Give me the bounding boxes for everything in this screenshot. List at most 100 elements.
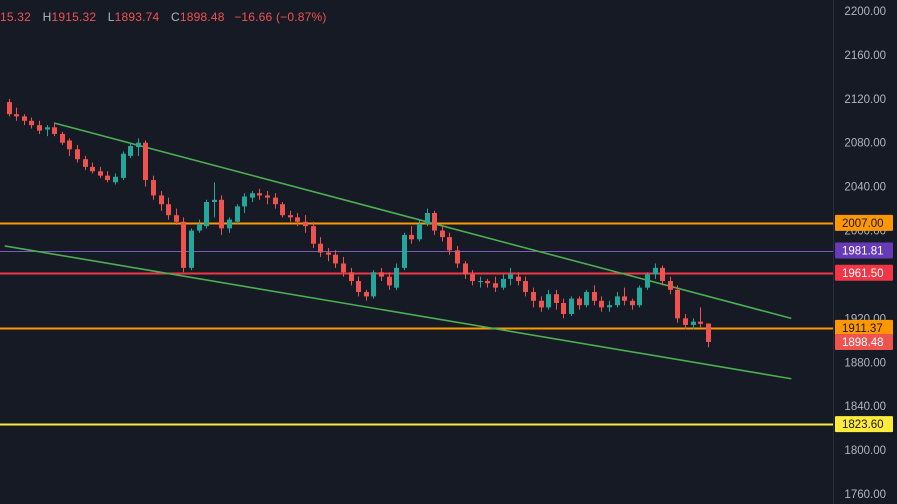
candle-body (501, 278, 506, 288)
candle-body (250, 193, 255, 198)
level-price-label: 1981.81 (842, 246, 884, 258)
last-price-label-bg (835, 333, 893, 350)
open-value: 15.32 (0, 10, 32, 24)
candle-body (143, 142, 148, 181)
low-label: L (107, 10, 115, 24)
candle-body (67, 140, 72, 150)
horizontal-levels (0, 222, 833, 426)
level-price-label: 1911.37 (842, 323, 883, 335)
candle-body (257, 193, 262, 196)
candle-body (622, 296, 627, 301)
candle-body (675, 289, 680, 319)
candle-body (341, 263, 346, 273)
candle-body (569, 298, 574, 314)
candle-body (478, 281, 483, 283)
level-price-label-bg (835, 416, 893, 433)
last-price-label: 1898.48 (842, 337, 884, 349)
candle-body (90, 166, 95, 172)
axis-tick-label: 2200.00 (844, 6, 886, 18)
candle-body (364, 292, 369, 297)
candle-body (7, 102, 12, 115)
candle-body (660, 267, 665, 282)
trendline (4, 245, 792, 380)
level-price-label: 2007.00 (842, 218, 884, 230)
candle-body (516, 276, 521, 282)
candle-body (653, 267, 658, 275)
candle-body (121, 153, 126, 178)
candle-body (273, 197, 278, 205)
close-label: C (170, 10, 180, 24)
candle-body (14, 114, 19, 117)
candle-body (136, 142, 141, 148)
candle-body (83, 159, 88, 167)
axis-tick-label: 2160.00 (844, 50, 886, 62)
candle-body (265, 195, 270, 198)
candle-body (508, 274, 513, 279)
close-value: 1898.48 (179, 10, 225, 24)
candle-body (539, 300, 544, 308)
axis-tick-label: 1760.00 (844, 489, 886, 501)
candle-body (288, 215, 293, 218)
candle-body (128, 146, 133, 156)
candle-body (668, 281, 673, 290)
price-axis[interactable]: 2200.002160.002120.002080.002040.002000.… (833, 0, 894, 504)
candle-body (523, 281, 528, 293)
candle-body (683, 318, 688, 325)
candle-body (409, 234, 414, 240)
level-price-label-bg (835, 214, 893, 231)
candle-body (75, 149, 80, 160)
ohlc-legend: 15.32 H1915.32 L1893.74 C1898.48 −16.66 … (0, 10, 327, 24)
candle-body (159, 195, 164, 205)
candle-body (60, 133, 65, 143)
candle-body (387, 276, 392, 286)
candle-body (577, 298, 582, 306)
candle-body (607, 305, 612, 308)
candles (7, 98, 711, 348)
axis-tick-label: 2040.00 (844, 182, 886, 194)
candle-body (151, 180, 156, 196)
candle-body (311, 226, 316, 244)
change-value: −16.66 (−0.87%) (234, 10, 327, 24)
candle-body (561, 302, 566, 314)
candle-body (379, 272, 384, 277)
candle-body (485, 281, 490, 284)
axis-tick-label: 2080.00 (844, 138, 886, 150)
candle-body (493, 283, 498, 288)
low-value: 1893.74 (114, 10, 160, 24)
candle-body (691, 321, 696, 325)
candle-body (455, 250, 460, 264)
candle-body (584, 292, 589, 306)
candle-body (333, 254, 338, 264)
axis-tick-label: 1800.00 (844, 445, 886, 457)
candle-body (599, 300, 604, 308)
candle-body (113, 176, 118, 183)
candle-body (174, 215, 179, 222)
candle-body (98, 171, 103, 176)
candle-body (197, 223, 202, 231)
candle-body (326, 252, 331, 255)
candle-body (432, 212, 437, 231)
trendline (53, 122, 792, 320)
candle-body (189, 230, 194, 268)
candle-body (402, 234, 407, 268)
candle-body (295, 217, 300, 222)
candle-body (554, 294, 559, 303)
candle-body (318, 243, 323, 253)
candle-body (447, 237, 452, 251)
candle-body (181, 221, 186, 268)
candle-body (280, 204, 285, 216)
candle-body (615, 296, 620, 306)
candle-body (204, 202, 209, 227)
candle-body (219, 199, 224, 229)
candle-body (417, 223, 422, 240)
level-price-label-bg (835, 264, 893, 281)
candle-body (463, 263, 468, 275)
candle-body (698, 321, 703, 324)
candle-body (546, 294, 551, 308)
candle-body (29, 120, 34, 126)
axis-tick-label: 2120.00 (844, 94, 886, 106)
candle-body (706, 323, 711, 342)
level-price-label: 1823.60 (842, 419, 884, 431)
